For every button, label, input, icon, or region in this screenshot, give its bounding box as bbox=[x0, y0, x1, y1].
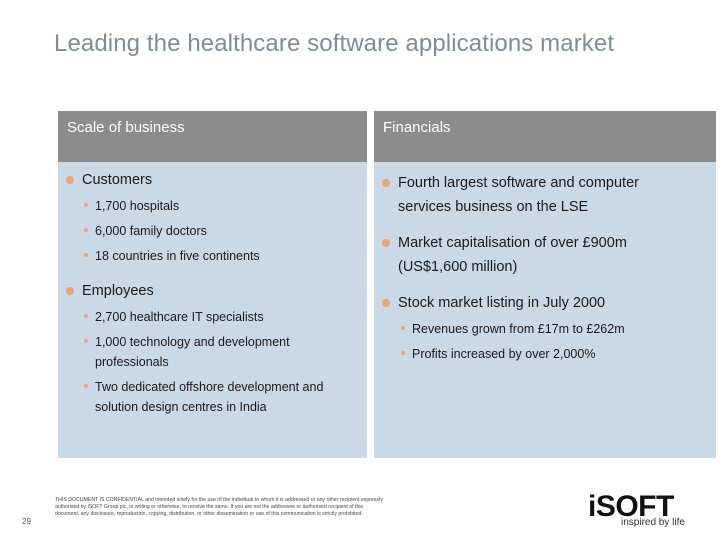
sub-bullet-icon bbox=[84, 314, 88, 318]
bullet-icon bbox=[66, 287, 74, 295]
financials-point: Market capitalisation of over £900m bbox=[398, 235, 627, 251]
employees-label: Employees bbox=[82, 283, 154, 299]
bullet-icon bbox=[382, 299, 390, 307]
page-number: 29 bbox=[22, 517, 31, 526]
slide-title: Leading the healthcare software applicat… bbox=[54, 30, 615, 57]
financials-point-continued: (US$1,600 million) bbox=[398, 259, 518, 275]
bullet-icon bbox=[382, 239, 390, 247]
financials-point-continued: services business on the LSE bbox=[398, 199, 589, 215]
financials-sub-item: Revenues grown from £17m to £262m bbox=[412, 322, 625, 336]
sub-bullet-icon bbox=[401, 351, 405, 355]
sub-bullet-icon bbox=[84, 384, 88, 388]
employees-item-continued: solution design centres in India bbox=[95, 400, 267, 414]
customers-item: 6,000 family doctors bbox=[95, 224, 207, 238]
employees-item-continued: professionals bbox=[95, 355, 169, 369]
scale-of-business-panel: Scale of business Customers 1,700 hospit… bbox=[58, 111, 367, 458]
sub-bullet-icon bbox=[84, 228, 88, 232]
logo-tagline: inspired by life bbox=[621, 517, 685, 528]
sub-bullet-icon bbox=[84, 253, 88, 257]
bullet-icon bbox=[66, 176, 74, 184]
financials-panel: Financials Fourth largest software and c… bbox=[374, 111, 716, 458]
customers-label: Customers bbox=[82, 172, 153, 188]
confidentiality-disclaimer: THIS DOCUMENT IS CONFIDENTIAL and intend… bbox=[55, 497, 383, 517]
sub-bullet-icon bbox=[401, 326, 405, 330]
employees-item: 2,700 healthcare IT specialists bbox=[95, 310, 264, 324]
customers-item: 18 countries in five continents bbox=[95, 249, 260, 263]
employees-item: 1,000 technology and development bbox=[95, 335, 290, 349]
financials-point: Fourth largest software and computer bbox=[398, 175, 639, 191]
isoft-logo: iSOFT bbox=[588, 490, 674, 523]
panel-header-financials: Financials bbox=[374, 111, 716, 162]
customers-item: 1,700 hospitals bbox=[95, 199, 180, 213]
sub-bullet-icon bbox=[84, 339, 88, 343]
panel-header-scale: Scale of business bbox=[58, 111, 367, 162]
sub-bullet-icon bbox=[84, 203, 88, 207]
employees-item: Two dedicated offshore development and bbox=[95, 380, 324, 394]
bullet-icon bbox=[382, 179, 390, 187]
financials-point: Stock market listing in July 2000 bbox=[398, 295, 606, 311]
financials-sub-item: Profits increased by over 2,000% bbox=[412, 347, 596, 361]
